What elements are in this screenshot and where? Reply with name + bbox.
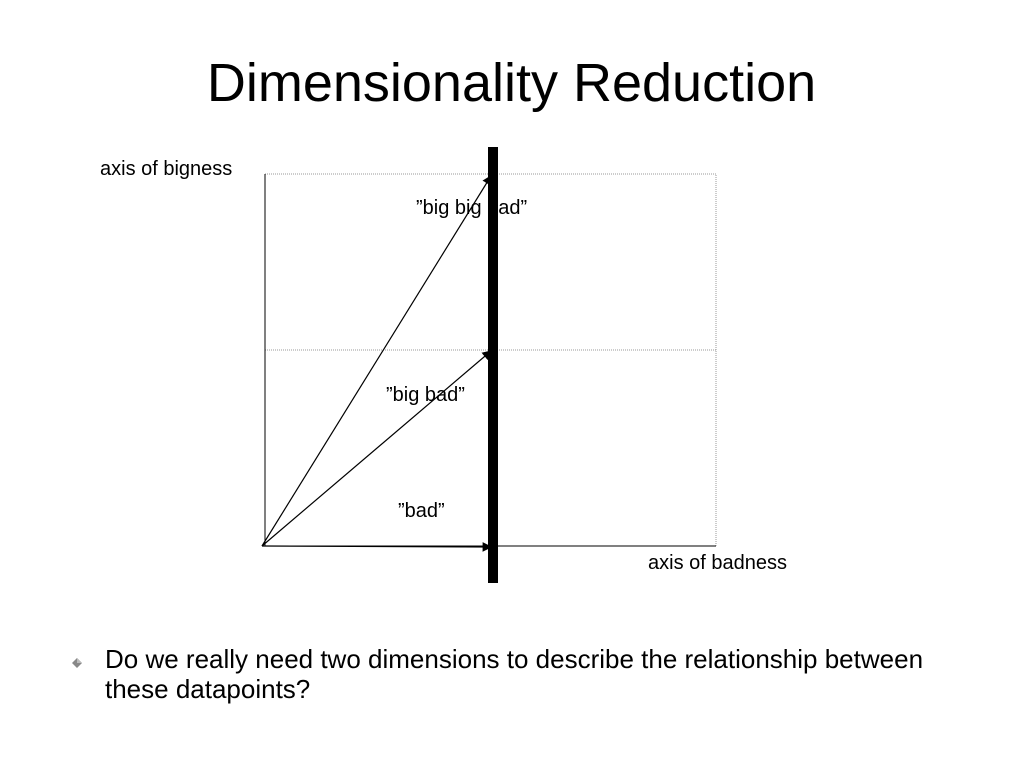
point-label: ”bad” — [398, 500, 445, 522]
point-label: ”big big bad” — [416, 197, 527, 219]
arrow — [261, 350, 492, 547]
bullet-text: Do we really need two dimensions to desc… — [105, 644, 924, 704]
slide-title: Dimensionality Reduction — [206, 53, 817, 113]
arrow — [261, 542, 493, 552]
point-label: ”big bad” — [386, 384, 465, 406]
axis-label: axis of badness — [648, 552, 787, 574]
axis-label: axis of bigness — [100, 158, 232, 180]
bullet-icon — [72, 658, 82, 668]
projection-bar — [488, 147, 498, 583]
arrow — [261, 174, 492, 547]
